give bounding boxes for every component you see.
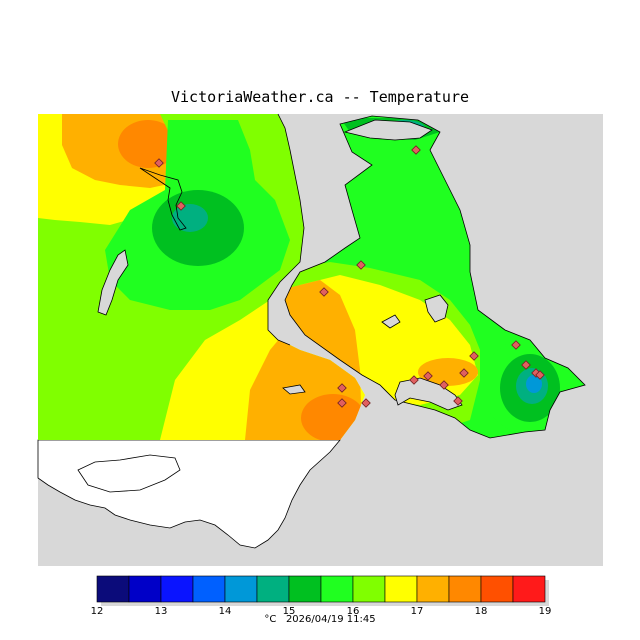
- station-marker[interactable]: [337, 398, 347, 408]
- station-marker[interactable]: [439, 380, 449, 390]
- legend-swatch: [256, 575, 290, 603]
- east-coastline: [284, 115, 586, 439]
- station-marker[interactable]: [409, 375, 419, 385]
- legend-swatch: [192, 575, 226, 603]
- legend-tick-label: 16: [347, 606, 360, 617]
- station-marker[interactable]: [356, 260, 366, 270]
- legend-tick-label: 19: [539, 606, 552, 617]
- station-marker[interactable]: [459, 368, 469, 378]
- station-marker[interactable]: [337, 383, 347, 393]
- legend-swatch: [288, 575, 322, 603]
- station-marker[interactable]: [469, 351, 479, 361]
- legend-swatch: [512, 575, 546, 603]
- station-marker[interactable]: [423, 371, 433, 381]
- station-marker[interactable]: [521, 360, 531, 370]
- bay-outline: [394, 377, 463, 411]
- legend-unit: °C: [264, 614, 277, 625]
- color-scale-ticks: 12 13 14 15 16 17 18 19: [91, 606, 552, 617]
- station-marker[interactable]: [176, 201, 186, 211]
- map-title: VictoriaWeather.ca -- Temperature: [170, 88, 469, 106]
- legend-tick-label: 13: [155, 606, 168, 617]
- legend-swatch: [96, 575, 130, 603]
- southern-island: [77, 454, 181, 493]
- legend-tick-label: 18: [475, 606, 488, 617]
- legend-swatch: [224, 575, 258, 603]
- station-marker[interactable]: [453, 396, 463, 406]
- legend-swatch: [416, 575, 450, 603]
- legend-swatch: [352, 575, 386, 603]
- color-scale-legend: [96, 575, 549, 606]
- legend-tick-label: 14: [219, 606, 232, 617]
- legend-tick-label: 15: [283, 606, 296, 617]
- west-coastline: [267, 113, 305, 346]
- station-marker[interactable]: [361, 398, 371, 408]
- station-marker[interactable]: [154, 158, 164, 168]
- legend-tick-label: 12: [91, 606, 104, 617]
- legend-timestamp: 2026/04/19 11:45: [285, 614, 376, 625]
- west-lake-outline: [97, 249, 129, 316]
- legend-footer: °C 2026/04/19 11:45: [0, 614, 640, 625]
- legend-tick-label: 17: [411, 606, 424, 617]
- station-marker[interactable]: [511, 340, 521, 350]
- station-marker[interactable]: [319, 287, 329, 297]
- station-markers: [154, 145, 545, 408]
- station-marker[interactable]: [411, 145, 421, 155]
- legend-swatch: [128, 575, 162, 603]
- legend-swatch: [160, 575, 194, 603]
- east-lake-outline: [343, 119, 433, 141]
- lake-outline-2: [381, 314, 401, 329]
- lake-outline-1: [424, 294, 449, 323]
- inlet-outline: [139, 167, 187, 231]
- legend-swatch: [320, 575, 354, 603]
- station-marker[interactable]: [535, 370, 545, 380]
- lake-outline-3: [282, 384, 306, 395]
- legend-swatch: [384, 575, 418, 603]
- legend-swatch: [448, 575, 482, 603]
- legend-swatch: [480, 575, 514, 603]
